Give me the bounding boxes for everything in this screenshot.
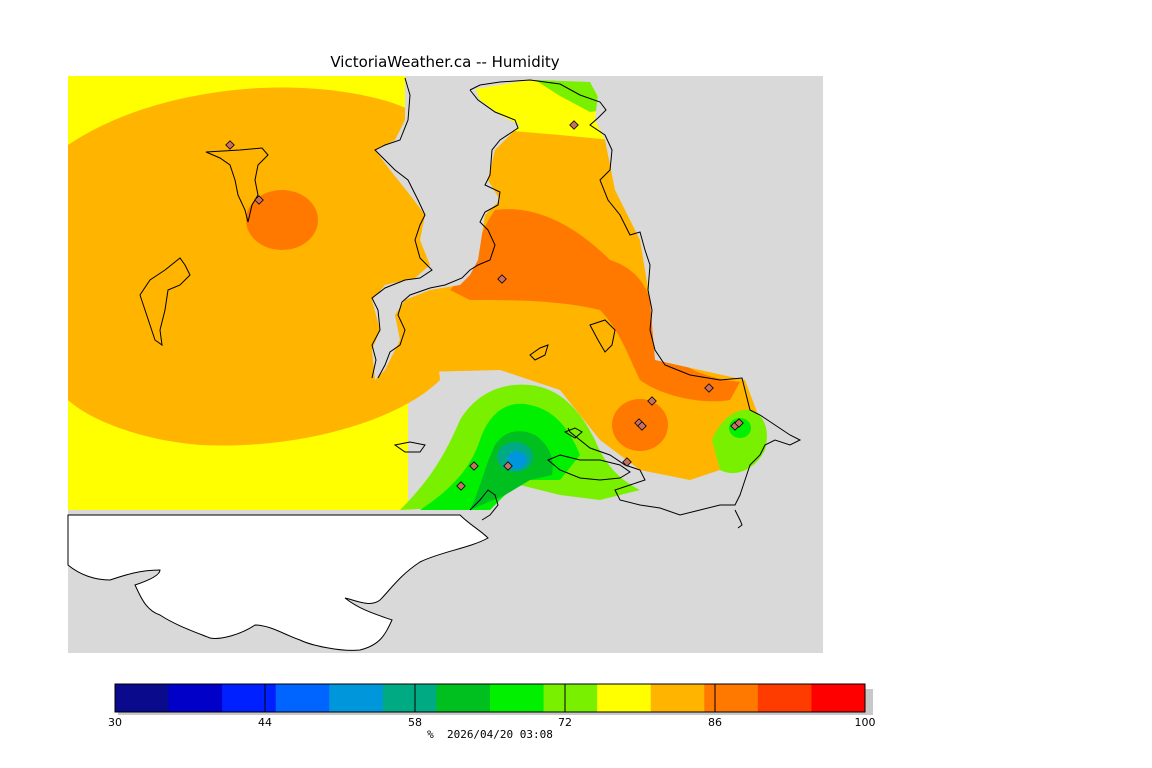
legend-bin xyxy=(168,684,223,712)
legend-bin xyxy=(275,684,330,712)
legend-tick-label: 44 xyxy=(258,716,272,729)
coastlines xyxy=(139,77,802,529)
station-marker xyxy=(622,457,632,467)
legend-bin xyxy=(543,684,598,712)
legend-bin xyxy=(382,684,437,712)
legend-tick-label: 72 xyxy=(558,716,572,729)
legend-caption: % 2026/04/20 03:08 xyxy=(427,728,553,741)
zone-85-90-west xyxy=(246,190,318,250)
station-marker xyxy=(503,461,513,471)
station-marker xyxy=(456,481,466,491)
legend-tick-label: 58 xyxy=(408,716,422,729)
legend-bin xyxy=(757,684,812,712)
legend-frame xyxy=(114,683,866,713)
station-markers xyxy=(225,120,744,491)
legend-colorbar xyxy=(114,683,873,715)
legend-bin xyxy=(222,684,277,712)
legend-bin xyxy=(704,684,759,712)
zone-80-85-west xyxy=(68,87,440,446)
legend-bin xyxy=(329,684,384,712)
station-marker xyxy=(254,195,264,205)
station-marker xyxy=(225,140,235,150)
station-marker xyxy=(469,461,479,471)
legend-bin xyxy=(811,684,866,712)
zone-70-75-east xyxy=(712,409,767,474)
legend-tick-label: 30 xyxy=(108,716,122,729)
legend-tick-label: 100 xyxy=(854,716,876,729)
legend-bin xyxy=(436,684,491,712)
map-title: VictoriaWeather.ca -- Humidity xyxy=(330,53,560,71)
zone-50-55-south xyxy=(507,451,527,469)
station-marker xyxy=(647,396,657,406)
legend-bin xyxy=(115,684,170,712)
station-marker xyxy=(569,120,579,130)
legend-bin xyxy=(490,684,545,712)
station-marker xyxy=(704,383,714,393)
station-marker xyxy=(637,421,647,431)
usa-landmass xyxy=(67,514,489,651)
legend-bin xyxy=(597,684,652,712)
station-marker xyxy=(734,418,744,428)
zone-70-75-north xyxy=(535,80,605,112)
station-marker xyxy=(497,274,507,284)
legend-tick-label: 86 xyxy=(708,716,722,729)
legend-bin xyxy=(650,684,705,712)
